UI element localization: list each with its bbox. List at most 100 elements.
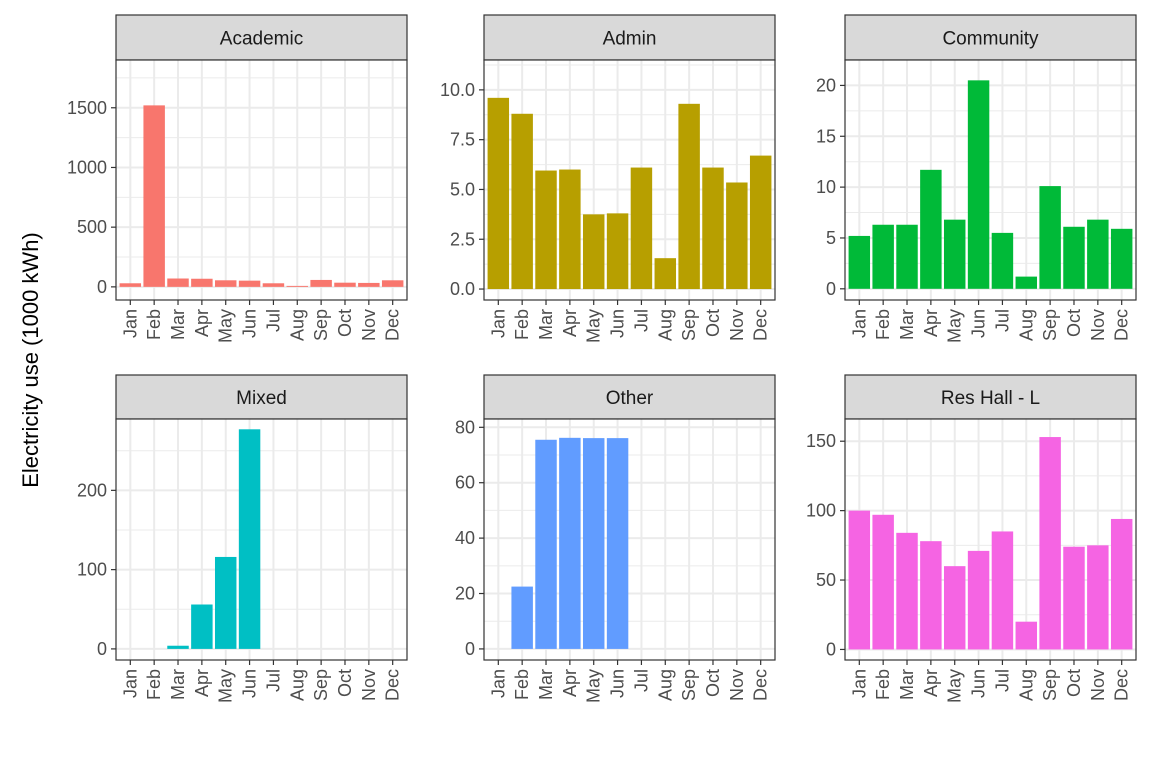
x-tick-label: Mar: [536, 309, 556, 340]
y-tick-label: 10.0: [440, 80, 475, 100]
x-tick-label: Nov: [359, 669, 379, 701]
x-tick-label: Jun: [240, 309, 260, 338]
x-tick-label: Nov: [727, 669, 747, 701]
bar-res-hall-l-nov: [1087, 545, 1109, 650]
y-tick-label: 0: [465, 639, 475, 659]
facet-strip: [483, 374, 776, 420]
bar-res-hall-l-oct: [1063, 546, 1085, 650]
y-tick-label: 40: [455, 528, 475, 548]
x-tick-label: Feb: [873, 669, 893, 700]
bar-admin-nov: [726, 182, 748, 290]
bar-academic-nov: [358, 282, 380, 287]
x-tick-label: Apr: [192, 309, 212, 337]
bar-admin-aug: [654, 258, 677, 290]
y-tick-label: 60: [455, 473, 475, 493]
y-tick-label: 1000: [67, 157, 107, 177]
panel-border: [483, 418, 776, 661]
bar-admin-jun: [606, 213, 629, 290]
x-tick-label: May: [945, 669, 965, 703]
panel-border: [115, 418, 408, 661]
y-tick-label: 1500: [67, 98, 107, 118]
facet-mixed: Mixed 0 100 200 Jan Feb Mar Apr May Jun Jul Aug Sep O…: [77, 374, 408, 703]
y-tick-label: 150: [806, 431, 836, 451]
bar-mixed-mar: [167, 645, 189, 649]
bar-mixed-apr: [191, 604, 213, 649]
bar-community-feb: [872, 224, 894, 289]
facet-strip-label: Mixed: [236, 388, 287, 409]
facet-strip-label: Res Hall - L: [941, 388, 1040, 409]
bar-academic-jul: [262, 283, 285, 287]
panel-border: [844, 418, 1137, 661]
bar-admin-dec: [749, 155, 772, 290]
x-tick-label: Aug: [1016, 309, 1036, 341]
x-tick-label: Aug: [287, 309, 307, 341]
x-tick-label: Feb: [512, 669, 532, 700]
y-tick-label: 200: [77, 480, 107, 500]
x-tick-label: Jul: [263, 309, 283, 332]
bar-admin-sep: [678, 103, 700, 290]
facet-strip-label: Academic: [220, 29, 303, 50]
facet-academic: Academic 0 500 1000 1500 Jan Feb Mar Apr May Jun Ju…: [67, 14, 408, 343]
y-tick-label: 0.0: [450, 279, 475, 299]
x-tick-label: Sep: [311, 309, 331, 341]
x-tick-label: Jun: [969, 309, 989, 338]
x-tick-label: Mar: [168, 669, 188, 700]
bar-other-apr: [559, 437, 581, 649]
x-tick-label: Dec: [1112, 309, 1132, 341]
x-tick-label: Jan: [849, 669, 869, 698]
bar-community-apr: [920, 169, 942, 289]
x-tick-label: Oct: [335, 669, 355, 697]
bar-academic-sep: [310, 279, 332, 287]
bar-community-jul: [991, 232, 1014, 289]
bar-mixed-may: [214, 556, 237, 649]
x-tick-label: Jan: [488, 669, 508, 698]
bar-community-aug: [1015, 276, 1038, 289]
facet-res-hall-l: Res Hall - L 0 50 100 150 Jan Feb Mar Apr May Jun J…: [806, 374, 1137, 703]
x-tick-label: Jan: [120, 309, 140, 338]
x-tick-label: Jul: [631, 669, 651, 692]
bar-community-sep: [1039, 186, 1061, 289]
bar-academic-apr: [191, 278, 213, 287]
x-tick-label: Aug: [1016, 669, 1036, 701]
x-tick-label: Aug: [655, 669, 675, 701]
bar-academic-jun: [238, 280, 261, 287]
bar-res-hall-l-aug: [1015, 621, 1038, 650]
bar-community-jun: [967, 80, 990, 289]
y-tick-label: 10: [816, 177, 836, 197]
bar-admin-feb: [511, 113, 533, 290]
y-tick-label: 80: [455, 417, 475, 437]
y-tick-label: 100: [77, 560, 107, 580]
facet-strip: [115, 14, 408, 61]
x-tick-label: May: [584, 309, 604, 343]
x-tick-label: Apr: [192, 669, 212, 697]
x-tick-label: Mar: [897, 669, 917, 700]
facet-strip: [483, 14, 776, 61]
bar-res-hall-l-apr: [920, 541, 942, 650]
y-tick-label: 0: [826, 279, 836, 299]
x-tick-label: Oct: [703, 669, 723, 697]
x-tick-label: Dec: [1112, 669, 1132, 701]
x-tick-label: Sep: [679, 309, 699, 341]
y-tick-label: 20: [816, 75, 836, 95]
facet-strip-label: Other: [606, 388, 654, 409]
bar-admin-jan: [487, 97, 510, 290]
x-tick-label: Feb: [873, 309, 893, 340]
y-tick-label: 500: [77, 217, 107, 237]
bar-res-hall-l-mar: [896, 532, 918, 650]
x-tick-label: May: [216, 309, 236, 343]
bar-community-may: [943, 219, 966, 289]
x-tick-label: Apr: [560, 309, 580, 337]
x-tick-label: Mar: [897, 309, 917, 340]
x-tick-label: Sep: [1040, 669, 1060, 701]
x-tick-label: Jul: [631, 309, 651, 332]
x-tick-label: Mar: [168, 309, 188, 340]
x-tick-label: Jun: [969, 669, 989, 698]
y-tick-label: 5.0: [450, 179, 475, 199]
x-tick-label: Oct: [703, 309, 723, 337]
bar-other-may: [582, 438, 605, 649]
x-tick-label: Aug: [655, 309, 675, 341]
bar-res-hall-l-jan: [848, 510, 871, 650]
y-tick-label: 0: [826, 639, 836, 659]
x-tick-label: Sep: [679, 669, 699, 701]
